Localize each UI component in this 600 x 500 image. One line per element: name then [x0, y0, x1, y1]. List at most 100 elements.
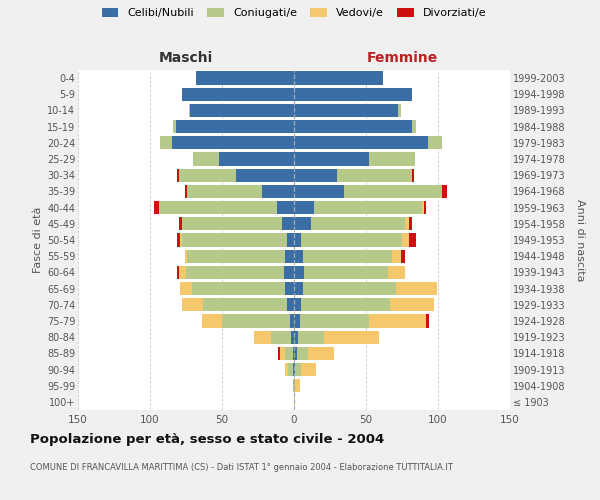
Bar: [278, 346, 280, 360]
Legend: Celibi/Nubili, Coniugati/e, Vedovi/e, Divorziati/e: Celibi/Nubili, Coniugati/e, Vedovi/e, Di…: [102, 8, 486, 18]
Bar: [392, 250, 401, 263]
Bar: [412, 168, 413, 182]
Bar: [291, 330, 294, 344]
Bar: [173, 120, 176, 134]
Bar: [396, 282, 437, 295]
Bar: [182, 234, 287, 246]
Bar: [294, 363, 295, 376]
Bar: [314, 201, 422, 214]
Bar: [428, 136, 442, 149]
Bar: [154, 201, 158, 214]
Bar: [402, 234, 409, 246]
Bar: [287, 234, 294, 246]
Bar: [271, 330, 291, 344]
Bar: [176, 120, 294, 134]
Bar: [301, 363, 316, 376]
Y-axis label: Anni di nascita: Anni di nascita: [575, 198, 585, 281]
Bar: [277, 201, 294, 214]
Bar: [412, 120, 416, 134]
Bar: [344, 185, 442, 198]
Bar: [294, 346, 297, 360]
Bar: [302, 282, 396, 295]
Bar: [192, 282, 286, 295]
Bar: [196, 72, 294, 85]
Bar: [190, 104, 294, 117]
Bar: [304, 266, 388, 279]
Bar: [185, 250, 187, 263]
Bar: [401, 250, 405, 263]
Bar: [294, 330, 298, 344]
Text: Maschi: Maschi: [159, 51, 213, 65]
Bar: [186, 266, 284, 279]
Bar: [202, 314, 222, 328]
Bar: [187, 250, 286, 263]
Bar: [286, 346, 293, 360]
Bar: [288, 363, 293, 376]
Bar: [398, 104, 401, 117]
Bar: [298, 330, 324, 344]
Bar: [369, 314, 427, 328]
Bar: [294, 396, 295, 408]
Bar: [442, 185, 446, 198]
Bar: [294, 282, 302, 295]
Bar: [236, 168, 294, 182]
Bar: [189, 104, 190, 117]
Bar: [409, 234, 416, 246]
Bar: [294, 88, 412, 101]
Bar: [286, 363, 288, 376]
Bar: [180, 234, 182, 246]
Bar: [391, 298, 434, 312]
Bar: [160, 136, 172, 149]
Bar: [301, 234, 402, 246]
Text: COMUNE DI FRANCAVILLA MARITTIMA (CS) - Dati ISTAT 1° gennaio 2004 - Elaborazione: COMUNE DI FRANCAVILLA MARITTIMA (CS) - D…: [30, 462, 453, 471]
Bar: [300, 314, 369, 328]
Bar: [297, 346, 308, 360]
Bar: [182, 217, 283, 230]
Bar: [179, 266, 186, 279]
Bar: [294, 266, 304, 279]
Bar: [405, 217, 409, 230]
Bar: [294, 136, 428, 149]
Bar: [369, 152, 415, 166]
Bar: [294, 185, 344, 198]
Bar: [295, 363, 301, 376]
Bar: [294, 72, 383, 85]
Bar: [409, 217, 412, 230]
Bar: [158, 201, 277, 214]
Bar: [284, 266, 294, 279]
Bar: [294, 168, 337, 182]
Bar: [182, 88, 294, 101]
Bar: [180, 282, 192, 295]
Y-axis label: Fasce di età: Fasce di età: [32, 207, 43, 273]
Bar: [283, 217, 294, 230]
Bar: [290, 314, 294, 328]
Bar: [294, 379, 295, 392]
Bar: [280, 346, 286, 360]
Bar: [311, 217, 405, 230]
Bar: [179, 217, 182, 230]
Bar: [287, 298, 294, 312]
Text: Popolazione per età, sesso e stato civile - 2004: Popolazione per età, sesso e stato civil…: [30, 432, 384, 446]
Bar: [286, 250, 294, 263]
Bar: [294, 152, 369, 166]
Bar: [182, 298, 203, 312]
Bar: [203, 298, 287, 312]
Bar: [193, 152, 219, 166]
Bar: [172, 136, 294, 149]
Bar: [178, 266, 179, 279]
Bar: [222, 314, 290, 328]
Bar: [424, 201, 427, 214]
Bar: [178, 168, 179, 182]
Bar: [302, 250, 392, 263]
Bar: [185, 185, 187, 198]
Bar: [179, 168, 236, 182]
Bar: [337, 168, 412, 182]
Bar: [294, 217, 311, 230]
Bar: [293, 379, 294, 392]
Bar: [324, 330, 379, 344]
Bar: [294, 104, 398, 117]
Bar: [293, 346, 294, 360]
Bar: [294, 234, 301, 246]
Bar: [262, 185, 294, 198]
Bar: [294, 250, 302, 263]
